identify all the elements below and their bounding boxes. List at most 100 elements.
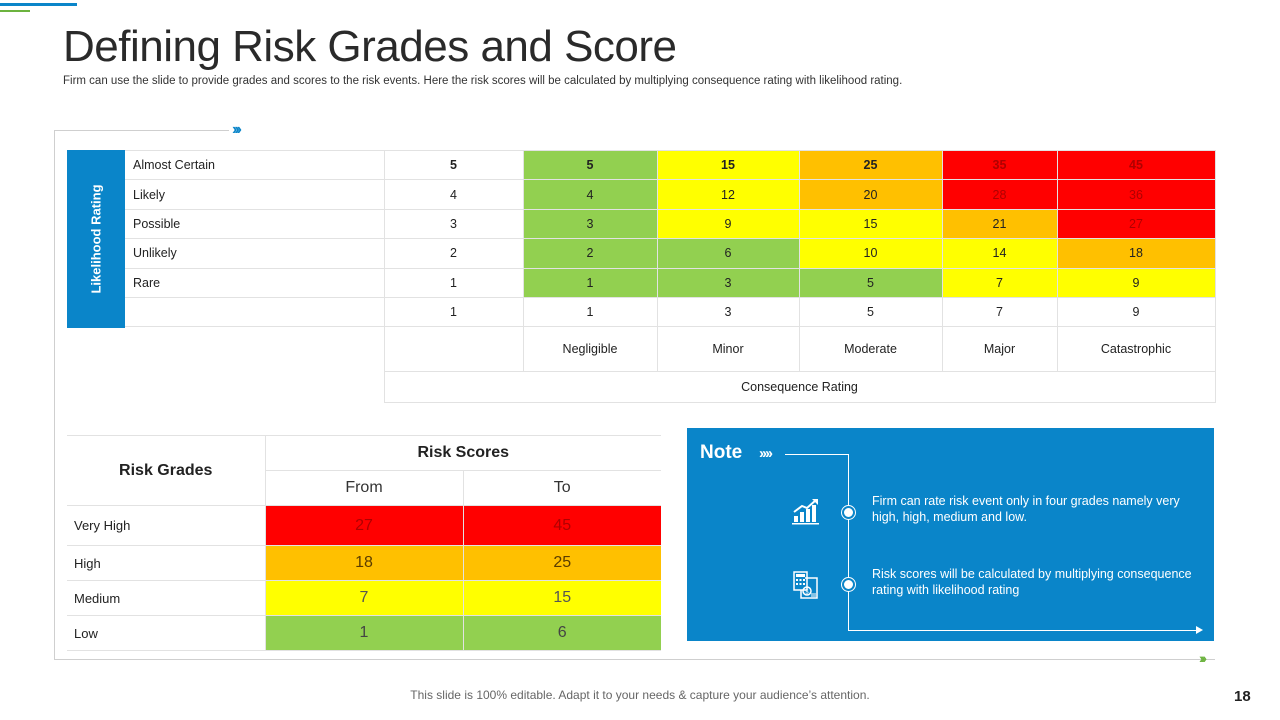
matrix-cell: 25 [798, 149, 943, 181]
page-title: Defining Risk Grades and Score [63, 22, 677, 71]
matrix-cell: 12 [656, 179, 800, 210]
page-subtitle: Firm can use the slide to provide grades… [63, 75, 903, 87]
grades-subheader-row: From To [67, 470, 661, 506]
matrix-cell: 3 [522, 208, 658, 240]
matrix-cell: 45 [1056, 149, 1216, 181]
empty-cell [125, 296, 385, 328]
consequence-name: Moderate [798, 326, 943, 373]
consequence-name: Major [941, 326, 1058, 373]
connector-line [848, 630, 1198, 631]
chevrons-icon: ›››› [759, 445, 773, 462]
matrix-cell: 6 [656, 238, 800, 269]
matrix-cell: 27 [1056, 208, 1216, 240]
grade-label: Very High [67, 505, 265, 546]
risk-grades-table: Risk Grades Risk Scores From To Very Hig… [67, 435, 661, 651]
connector-line [785, 454, 848, 455]
matrix-row: Likely 4 4 12 20 28 36 [125, 179, 1216, 210]
consequence-name: Catastrophic [1056, 326, 1216, 373]
matrix-cell: 20 [798, 179, 943, 210]
matrix-cell: 35 [941, 149, 1058, 181]
note-item-2: Risk scores will be calculated by multip… [872, 567, 1192, 597]
row-label: Almost Certain [125, 149, 385, 181]
bullet-dot [842, 506, 855, 519]
risk-scores-header: Risk Scores [264, 435, 661, 471]
consequence-value: 1 [522, 296, 658, 328]
matrix-row: Rare 1 1 3 5 7 9 [125, 267, 1216, 298]
from-header: From [264, 470, 463, 506]
accent-bar-blue [0, 3, 77, 6]
consequence-name: Negligible [522, 326, 658, 373]
risk-matrix: Almost Certain 5 5 15 25 35 45 Likely 4 … [125, 149, 1216, 404]
consequence-name: Minor [656, 326, 800, 373]
likelihood-axis-bar [67, 150, 125, 328]
to-header: To [462, 470, 661, 506]
score-to: 15 [462, 580, 661, 616]
bullet-dot [842, 578, 855, 591]
grades-header-row: Risk Grades Risk Scores [67, 435, 661, 506]
likelihood-value: 5 [383, 149, 524, 181]
note-item-1: Firm can rate risk event only in four gr… [872, 494, 1180, 524]
grade-label: High [67, 545, 265, 581]
row-label: Rare [125, 267, 385, 298]
matrix-cell: 2 [522, 238, 658, 269]
likelihood-value: 1 [383, 267, 524, 298]
score-from: 1 [264, 615, 463, 651]
score-to: 45 [462, 505, 661, 546]
row-label: Likely [125, 179, 385, 210]
likelihood-value: 2 [383, 238, 524, 269]
score-to: 25 [462, 545, 661, 581]
score-from: 18 [264, 545, 463, 581]
calculator-document-icon: $ [793, 571, 818, 599]
score-to: 6 [462, 615, 661, 651]
matrix-row: Almost Certain 5 5 15 25 35 45 [125, 149, 1216, 181]
matrix-cell: 1 [522, 267, 658, 298]
score-from: 27 [264, 505, 463, 546]
matrix-cell: 15 [656, 149, 800, 181]
frame-top-line [54, 130, 229, 131]
consequence-value: 1 [383, 296, 524, 328]
chevrons-icon: ››› [232, 121, 242, 138]
matrix-cell: 7 [941, 267, 1058, 298]
consequence-value: 9 [1056, 296, 1216, 328]
grade-label: Medium [67, 580, 265, 616]
likelihood-value: 3 [383, 208, 524, 240]
consequence-names-row: Negligible Minor Moderate Major Catastro… [125, 326, 1216, 373]
growth-chart-icon [792, 499, 819, 525]
consequence-value: 3 [656, 296, 800, 328]
accent-bar-green [0, 10, 30, 12]
matrix-cell: 15 [798, 208, 943, 240]
row-label: Possible [125, 208, 385, 240]
matrix-cell: 5 [522, 149, 658, 181]
consequence-label-row: Consequence Rating [125, 371, 1216, 404]
svg-text:$: $ [805, 589, 809, 596]
matrix-cell: 36 [1056, 179, 1216, 210]
empty-cell [383, 326, 524, 373]
grade-row: High 18 25 [67, 545, 661, 581]
score-from: 7 [264, 580, 463, 616]
grade-row: Low 1 6 [67, 615, 661, 651]
arrow-head-icon [1196, 626, 1203, 634]
grade-row: Medium 7 15 [67, 580, 661, 616]
footer-text: This slide is 100% editable. Adapt it to… [410, 688, 870, 702]
grade-label: Low [67, 615, 265, 651]
consequence-axis-label: Consequence Rating [383, 371, 1216, 404]
matrix-cell: 3 [656, 267, 800, 298]
likelihood-value: 4 [383, 179, 524, 210]
risk-grades-header: Risk Grades [67, 435, 265, 506]
consequence-value: 5 [798, 296, 943, 328]
empty-cell [125, 372, 384, 403]
empty-cell [125, 327, 384, 372]
chevrons-icon: ››› [1199, 650, 1207, 666]
page-number: 18 [1234, 688, 1251, 705]
row-label: Unlikely [125, 238, 385, 269]
grade-row: Very High 27 45 [67, 505, 661, 546]
matrix-cell: 5 [798, 267, 943, 298]
matrix-cell: 14 [941, 238, 1058, 269]
connector-line [848, 454, 849, 630]
matrix-cell: 18 [1056, 238, 1216, 269]
content-frame [54, 130, 1215, 660]
matrix-cell: 4 [522, 179, 658, 210]
matrix-cell: 9 [656, 208, 800, 240]
matrix-row: Unlikely 2 2 6 10 14 18 [125, 238, 1216, 269]
matrix-cell: 9 [1056, 267, 1216, 298]
